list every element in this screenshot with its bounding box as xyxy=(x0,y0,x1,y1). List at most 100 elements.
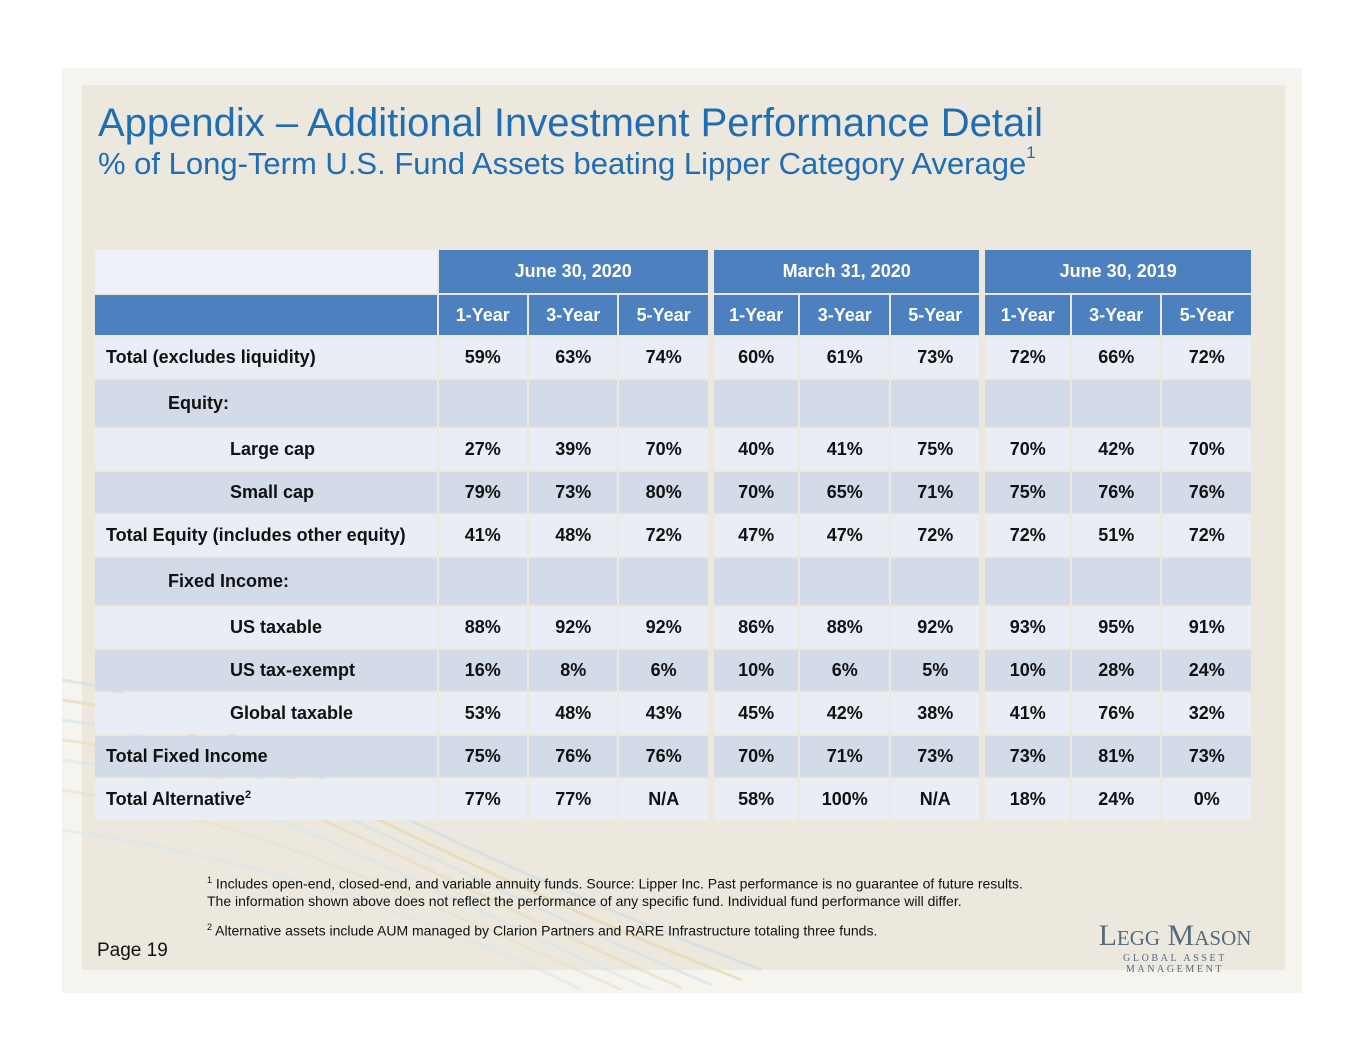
table-cell: 95% xyxy=(1071,607,1161,648)
table-cell: 88% xyxy=(800,607,889,648)
table-cell xyxy=(709,558,799,605)
table-cell: 6% xyxy=(619,650,708,691)
horizon-header: 1-Year xyxy=(438,295,527,335)
footnote-mark: 1 xyxy=(207,875,213,885)
period-header: June 30, 2020 xyxy=(438,250,708,293)
table-cell: 70% xyxy=(709,472,799,513)
table-cell: 5% xyxy=(890,650,980,691)
table-cell xyxy=(1162,380,1251,427)
table-cell: N/A xyxy=(619,779,708,820)
table-cell: 93% xyxy=(981,607,1070,648)
table-cell: 48% xyxy=(528,693,618,734)
footnotes: 1 Includes open-end, closed-end, and var… xyxy=(207,872,1037,948)
slide-subtitle: % of Long-Term U.S. Fund Assets beating … xyxy=(98,143,1036,182)
period-header-row: June 30, 2020 March 31, 2020 June 30, 20… xyxy=(95,250,1251,293)
table-cell: 6% xyxy=(800,650,889,691)
table-cell: 92% xyxy=(619,607,708,648)
table-row: Equity: xyxy=(95,380,1251,427)
table-cell: 41% xyxy=(800,429,889,470)
table-row: Fixed Income: xyxy=(95,558,1251,605)
table-cell: 0% xyxy=(1162,779,1251,820)
table-cell xyxy=(619,558,708,605)
row-label: Total (excludes liquidity) xyxy=(95,337,437,378)
table-cell: 73% xyxy=(890,337,980,378)
row-label: US taxable xyxy=(95,607,437,648)
table-cell xyxy=(438,558,527,605)
table-cell: 63% xyxy=(528,337,618,378)
horizon-header-row: 1-Year 3-Year 5-Year 1-Year 3-Year 5-Yea… xyxy=(95,295,1251,335)
row-label: US tax-exempt xyxy=(95,650,437,691)
table-cell: 80% xyxy=(619,472,708,513)
horizon-header: 3-Year xyxy=(1071,295,1161,335)
horizon-header: 3-Year xyxy=(528,295,618,335)
table-cell: 60% xyxy=(709,337,799,378)
table-cell: 10% xyxy=(981,650,1070,691)
header-corner xyxy=(95,250,437,293)
row-label: Global taxable xyxy=(95,693,437,734)
table-cell: 73% xyxy=(528,472,618,513)
table-cell: 72% xyxy=(981,337,1070,378)
table-cell: 10% xyxy=(709,650,799,691)
table-row: Total Equity (includes other equity) 41%… xyxy=(95,515,1251,556)
table-cell: 41% xyxy=(981,693,1070,734)
table-cell xyxy=(528,380,618,427)
period-header: March 31, 2020 xyxy=(709,250,980,293)
logo-tagline: GLOBAL ASSET MANAGEMENT xyxy=(1123,953,1227,975)
table-row: Small cap 79% 73% 80% 70% 65% 71% 75% 76… xyxy=(95,472,1251,513)
subtitle-text: % of Long-Term U.S. Fund Assets beating … xyxy=(98,146,1027,181)
page-number: Page 19 xyxy=(97,940,168,961)
table-cell: 32% xyxy=(1162,693,1251,734)
period-header: June 30, 2019 xyxy=(981,250,1251,293)
table-cell: 92% xyxy=(528,607,618,648)
table-cell xyxy=(981,558,1070,605)
subtitle-footnote-mark: 1 xyxy=(1026,143,1036,162)
horizon-header: 5-Year xyxy=(619,295,708,335)
table-cell xyxy=(1071,558,1161,605)
row-label: Total Fixed Income xyxy=(95,736,437,777)
table-cell xyxy=(1162,558,1251,605)
footnote-mark: 2 xyxy=(207,921,213,932)
table-cell: 48% xyxy=(528,515,618,556)
table-cell: 53% xyxy=(438,693,527,734)
table-cell: 73% xyxy=(981,736,1070,777)
table-cell: 86% xyxy=(709,607,799,648)
footnote-1: 1 Includes open-end, closed-end, and var… xyxy=(207,872,1037,910)
table-cell: 16% xyxy=(438,650,527,691)
table-cell: 18% xyxy=(981,779,1070,820)
row-label: Large cap xyxy=(95,429,437,470)
table-cell: 42% xyxy=(800,693,889,734)
table-cell: 76% xyxy=(528,736,618,777)
table-row: US tax-exempt 16% 8% 6% 10% 6% 5% 10% 28… xyxy=(95,650,1251,691)
table-cell: 61% xyxy=(800,337,889,378)
table-cell: 72% xyxy=(619,515,708,556)
table-cell xyxy=(981,380,1070,427)
horizon-header: 1-Year xyxy=(709,295,799,335)
table-cell xyxy=(890,558,980,605)
table-row: Global taxable 53% 48% 43% 45% 42% 38% 4… xyxy=(95,693,1251,734)
table-cell: 72% xyxy=(890,515,980,556)
table-cell: 70% xyxy=(619,429,708,470)
horizon-header: 5-Year xyxy=(1162,295,1251,335)
row-label: Equity: xyxy=(95,380,437,427)
table-cell: N/A xyxy=(890,779,980,820)
row-label: Total Alternative2 xyxy=(95,779,437,820)
row-label: Total Equity (includes other equity) xyxy=(95,515,437,556)
table-cell: 71% xyxy=(890,472,980,513)
table-cell: 58% xyxy=(709,779,799,820)
footnote-2: 2 Alternative assets include AUM managed… xyxy=(207,919,1037,940)
table-cell: 40% xyxy=(709,429,799,470)
table-cell: 59% xyxy=(438,337,527,378)
table-cell: 75% xyxy=(981,472,1070,513)
table-cell: 42% xyxy=(1071,429,1161,470)
table-cell: 76% xyxy=(1162,472,1251,513)
row-label-footnote-mark: 2 xyxy=(245,789,252,801)
table-cell: 70% xyxy=(709,736,799,777)
table-row: Total (excludes liquidity) 59% 63% 74% 6… xyxy=(95,337,1251,378)
table-cell: 91% xyxy=(1162,607,1251,648)
table-cell: 38% xyxy=(890,693,980,734)
table-cell: 65% xyxy=(800,472,889,513)
table-cell: 81% xyxy=(1071,736,1161,777)
table-cell xyxy=(800,380,889,427)
table-cell xyxy=(528,558,618,605)
table-cell xyxy=(619,380,708,427)
